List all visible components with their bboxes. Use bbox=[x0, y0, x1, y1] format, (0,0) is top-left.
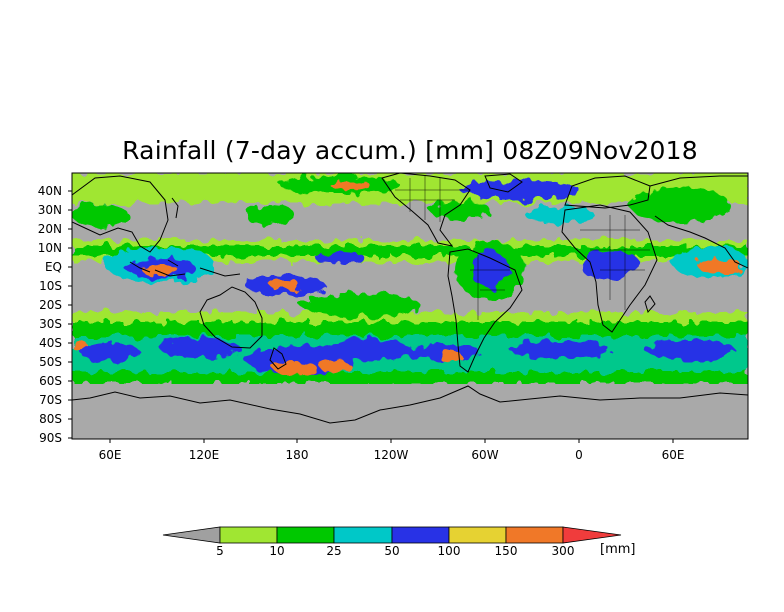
lat-label: 30S bbox=[39, 317, 62, 331]
lat-label: 20N bbox=[37, 222, 62, 236]
lat-label: 90S bbox=[39, 431, 62, 445]
map-frame bbox=[71, 172, 749, 440]
colorbar-high-arrow bbox=[562, 526, 622, 544]
colorbar-label: 5 bbox=[216, 544, 224, 558]
colorbar-unit: [mm] bbox=[600, 542, 636, 557]
colorbar-bin bbox=[505, 526, 564, 544]
colorbar-bin bbox=[276, 526, 335, 544]
colorbar-bin bbox=[391, 526, 450, 544]
lon-label: 180 bbox=[285, 448, 309, 462]
colorbar-label: 10 bbox=[269, 544, 285, 558]
lat-label: 10N bbox=[37, 241, 62, 255]
colorbar bbox=[162, 526, 622, 544]
lon-label: 120W bbox=[373, 448, 409, 462]
lat-label: 20S bbox=[39, 298, 62, 312]
lon-label: 60E bbox=[661, 448, 685, 462]
colorbar-bin bbox=[219, 526, 278, 544]
lat-label: 40N bbox=[37, 184, 62, 198]
colorbar-bin bbox=[448, 526, 507, 544]
lon-label: 120E bbox=[188, 448, 220, 462]
country-borders bbox=[395, 176, 650, 320]
lat-label: 70S bbox=[39, 393, 62, 407]
colorbar-low-arrow bbox=[162, 526, 221, 544]
lat-label: 40S bbox=[39, 336, 62, 350]
lat-label: 50S bbox=[39, 355, 62, 369]
lat-label: 30N bbox=[37, 203, 62, 217]
map-title: Rainfall (7-day accum.) [mm] 08Z09Nov201… bbox=[122, 136, 698, 165]
lat-label: 10S bbox=[39, 279, 62, 293]
lon-label: 0 bbox=[575, 448, 583, 462]
colorbar-label: 150 bbox=[494, 544, 518, 558]
colorbar-label: 300 bbox=[551, 544, 575, 558]
lat-label: 80S bbox=[39, 412, 62, 426]
lon-label: 60W bbox=[471, 448, 499, 462]
colorbar-label: 50 bbox=[384, 544, 400, 558]
lat-label: 60S bbox=[39, 374, 62, 388]
colorbar-label: 25 bbox=[326, 544, 342, 558]
axis-ticks bbox=[68, 190, 674, 443]
colorbar-bin bbox=[333, 526, 393, 544]
lat-label: EQ bbox=[44, 260, 62, 274]
rainfall-field bbox=[72, 173, 748, 439]
colorbar-label: 100 bbox=[437, 544, 461, 558]
coastlines bbox=[72, 173, 748, 424]
lon-label: 60E bbox=[98, 448, 122, 462]
